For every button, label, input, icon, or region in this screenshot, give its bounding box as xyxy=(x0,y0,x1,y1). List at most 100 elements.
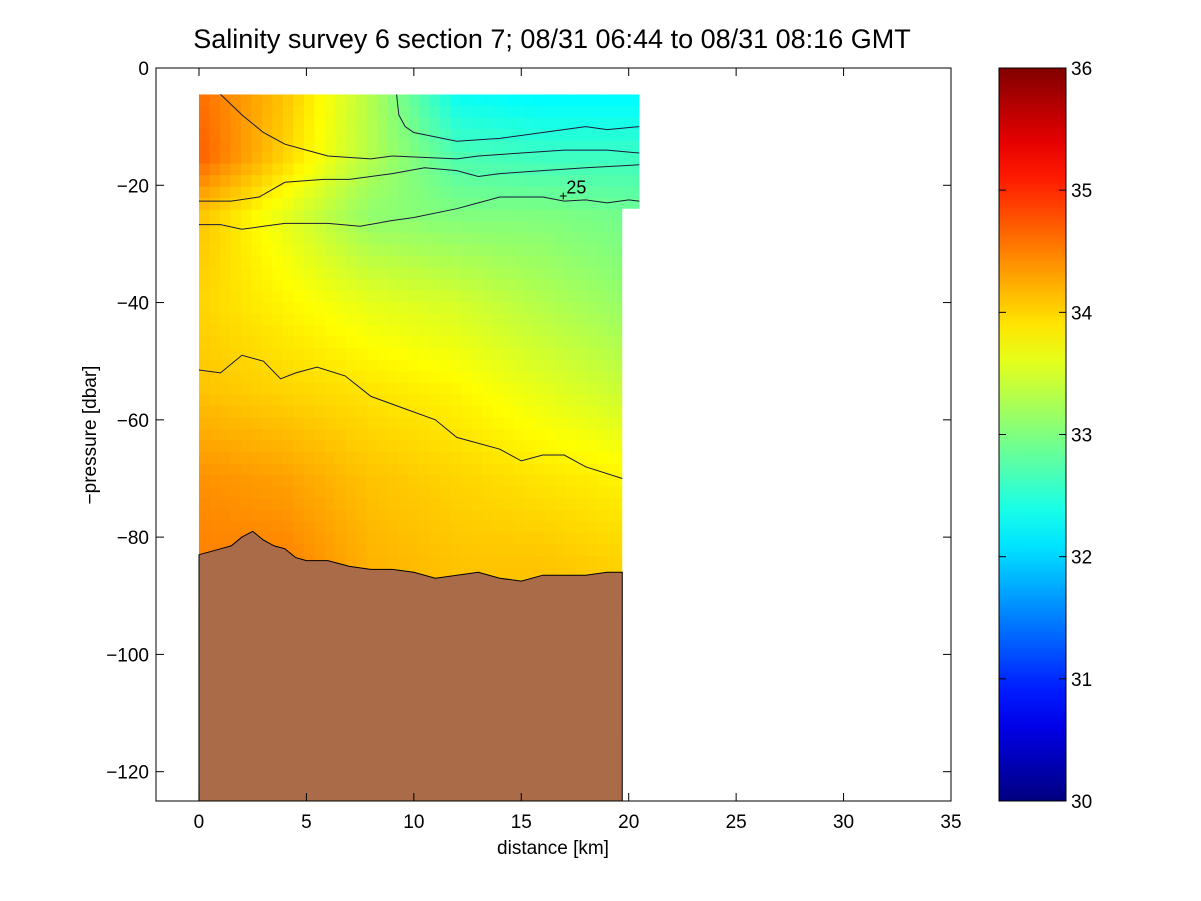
heatmap-cell xyxy=(524,336,536,349)
heatmap-cell xyxy=(335,417,347,430)
heatmap-cell xyxy=(524,163,536,176)
heatmap-cell xyxy=(482,336,494,349)
heatmap-cell xyxy=(618,105,630,119)
heatmap-cell xyxy=(219,267,232,280)
heatmap-cell xyxy=(534,555,546,568)
heatmap-cell xyxy=(429,486,441,499)
heatmap-cell xyxy=(261,278,273,292)
heatmap-cell xyxy=(597,544,609,557)
heatmap-cell xyxy=(576,544,588,557)
heatmap-cell xyxy=(513,452,525,465)
heatmap-cell xyxy=(335,255,347,269)
heatmap-cell xyxy=(482,509,494,522)
heatmap-cell xyxy=(209,198,221,211)
heatmap-cell xyxy=(377,186,389,199)
heatmap-cell xyxy=(618,94,630,107)
heatmap-cell xyxy=(209,175,221,188)
heatmap-cell xyxy=(524,394,536,407)
heatmap-cell xyxy=(587,498,599,511)
heatmap-cell xyxy=(408,544,420,557)
heatmap-cell xyxy=(429,186,441,199)
heatmap-cell xyxy=(398,221,410,234)
heatmap-cell xyxy=(618,452,630,465)
heatmap-cell xyxy=(398,244,410,257)
heatmap-cell xyxy=(408,463,420,476)
heatmap-cell xyxy=(408,555,420,568)
heatmap-cell xyxy=(303,278,315,292)
heatmap-cell xyxy=(230,302,242,315)
heatmap-cell xyxy=(440,405,452,419)
heatmap-cell xyxy=(408,105,420,119)
heatmap-cell xyxy=(450,175,462,188)
heatmap-cell xyxy=(461,348,473,361)
heatmap-cell xyxy=(545,336,557,349)
heatmap-cell xyxy=(251,405,263,419)
heatmap-cell xyxy=(356,509,368,522)
heatmap-cell xyxy=(366,278,378,292)
heatmap-cell xyxy=(429,105,441,119)
heatmap-cell xyxy=(366,105,378,119)
heatmap-cell xyxy=(534,382,546,395)
heatmap-cell xyxy=(492,532,504,545)
heatmap-cell xyxy=(198,532,211,545)
heatmap-cell xyxy=(576,313,588,326)
heatmap-cell xyxy=(387,140,399,153)
heatmap-cell xyxy=(314,452,326,465)
heatmap-cell xyxy=(566,359,578,372)
heatmap-cell xyxy=(261,232,273,245)
heatmap-cell xyxy=(587,163,599,176)
heatmap-cell xyxy=(230,244,242,257)
heatmap-cell xyxy=(419,405,431,419)
heatmap-cell xyxy=(450,140,462,153)
heatmap-cell xyxy=(513,498,525,511)
heatmap-cell xyxy=(576,129,588,142)
heatmap-cell xyxy=(293,394,305,407)
heatmap-cell xyxy=(387,198,399,211)
heatmap-cell xyxy=(440,394,452,407)
heatmap-cell xyxy=(335,221,347,234)
heatmap-cell xyxy=(293,267,305,280)
heatmap-cell xyxy=(607,313,620,326)
heatmap-cell xyxy=(387,509,399,522)
heatmap-cell xyxy=(345,359,357,372)
heatmap-cell xyxy=(618,152,630,165)
heatmap-cell xyxy=(408,348,420,361)
heatmap-cell xyxy=(219,140,232,153)
heatmap-cell xyxy=(482,567,494,580)
heatmap-cell xyxy=(408,371,420,384)
heatmap-cell xyxy=(576,498,588,511)
heatmap-cell xyxy=(471,463,483,476)
heatmap-cell xyxy=(314,140,326,153)
heatmap-cell xyxy=(587,544,599,557)
heatmap-cell xyxy=(597,255,609,269)
heatmap-cell xyxy=(513,175,525,188)
heatmap-cell xyxy=(440,209,452,222)
heatmap-cell xyxy=(492,209,504,222)
heatmap-cell xyxy=(471,555,483,568)
heatmap-cell xyxy=(576,336,588,349)
heatmap-cell xyxy=(387,105,399,119)
heatmap-cell xyxy=(450,348,462,361)
heatmap-cell xyxy=(240,302,253,315)
heatmap-cell xyxy=(482,544,494,557)
heatmap-cell xyxy=(461,244,473,257)
heatmap-cell xyxy=(209,417,221,430)
heatmap-cell xyxy=(429,498,441,511)
colorbar-fill xyxy=(998,67,1067,802)
x-axis-label: distance [km] xyxy=(497,838,609,859)
heatmap-cell xyxy=(303,129,315,142)
heatmap-cell xyxy=(503,498,515,511)
heatmap-cell xyxy=(219,486,232,499)
heatmap-cell xyxy=(324,105,336,119)
heatmap-cell xyxy=(618,440,630,453)
heatmap-cell xyxy=(618,394,630,407)
heatmap-cell xyxy=(524,348,536,361)
heatmap-cell xyxy=(387,452,399,465)
heatmap-cell xyxy=(314,428,326,442)
contour-label: 25 xyxy=(566,178,586,198)
heatmap-cell xyxy=(628,394,640,407)
heatmap-cell xyxy=(282,244,294,257)
heatmap-cell xyxy=(576,140,588,153)
heatmap-cell xyxy=(503,475,515,488)
heatmap-cell xyxy=(219,94,232,107)
